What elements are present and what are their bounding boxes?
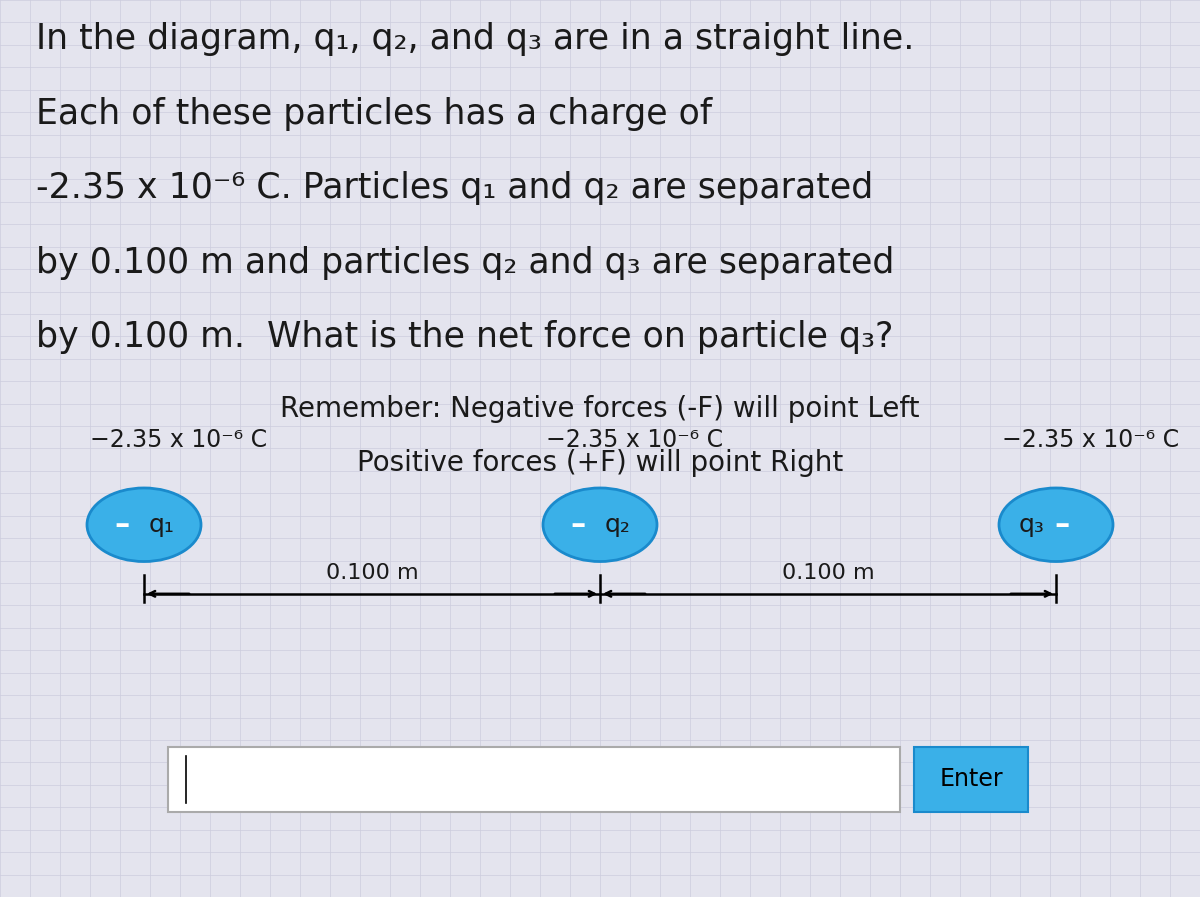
FancyBboxPatch shape <box>914 747 1028 812</box>
Text: Each of these particles has a charge of: Each of these particles has a charge of <box>36 97 712 131</box>
Text: −2.35 x 10⁻⁶ C: −2.35 x 10⁻⁶ C <box>90 428 268 452</box>
Text: –: – <box>115 510 130 539</box>
Text: q₁: q₁ <box>149 513 175 536</box>
Text: q₃: q₃ <box>1019 513 1045 536</box>
Text: -2.35 x 10⁻⁶ C. Particles q₁ and q₂ are separated: -2.35 x 10⁻⁶ C. Particles q₁ and q₂ are … <box>36 171 874 205</box>
Text: Remember: Negative forces (-F) will point Left: Remember: Negative forces (-F) will poin… <box>281 395 919 422</box>
Text: 0.100 m: 0.100 m <box>781 563 875 583</box>
Text: −2.35 x 10⁻⁶ C: −2.35 x 10⁻⁶ C <box>1002 428 1180 452</box>
Text: Enter: Enter <box>940 768 1003 791</box>
Text: In the diagram, q₁, q₂, and q₃ are in a straight line.: In the diagram, q₁, q₂, and q₃ are in a … <box>36 22 914 57</box>
Text: 0.100 m: 0.100 m <box>325 563 419 583</box>
Text: −2.35 x 10⁻⁶ C: −2.35 x 10⁻⁶ C <box>546 428 724 452</box>
Text: –: – <box>1055 510 1069 539</box>
Text: –: – <box>571 510 586 539</box>
Text: Positive forces (+F) will point Right: Positive forces (+F) will point Right <box>356 448 844 476</box>
FancyBboxPatch shape <box>168 747 900 812</box>
Ellipse shape <box>998 488 1114 562</box>
Text: by 0.100 m.  What is the net force on particle q₃?: by 0.100 m. What is the net force on par… <box>36 320 893 354</box>
Ellipse shape <box>542 488 658 562</box>
Text: by 0.100 m and particles q₂ and q₃ are separated: by 0.100 m and particles q₂ and q₃ are s… <box>36 246 894 280</box>
Ellipse shape <box>88 488 202 562</box>
Text: q₂: q₂ <box>605 513 631 536</box>
